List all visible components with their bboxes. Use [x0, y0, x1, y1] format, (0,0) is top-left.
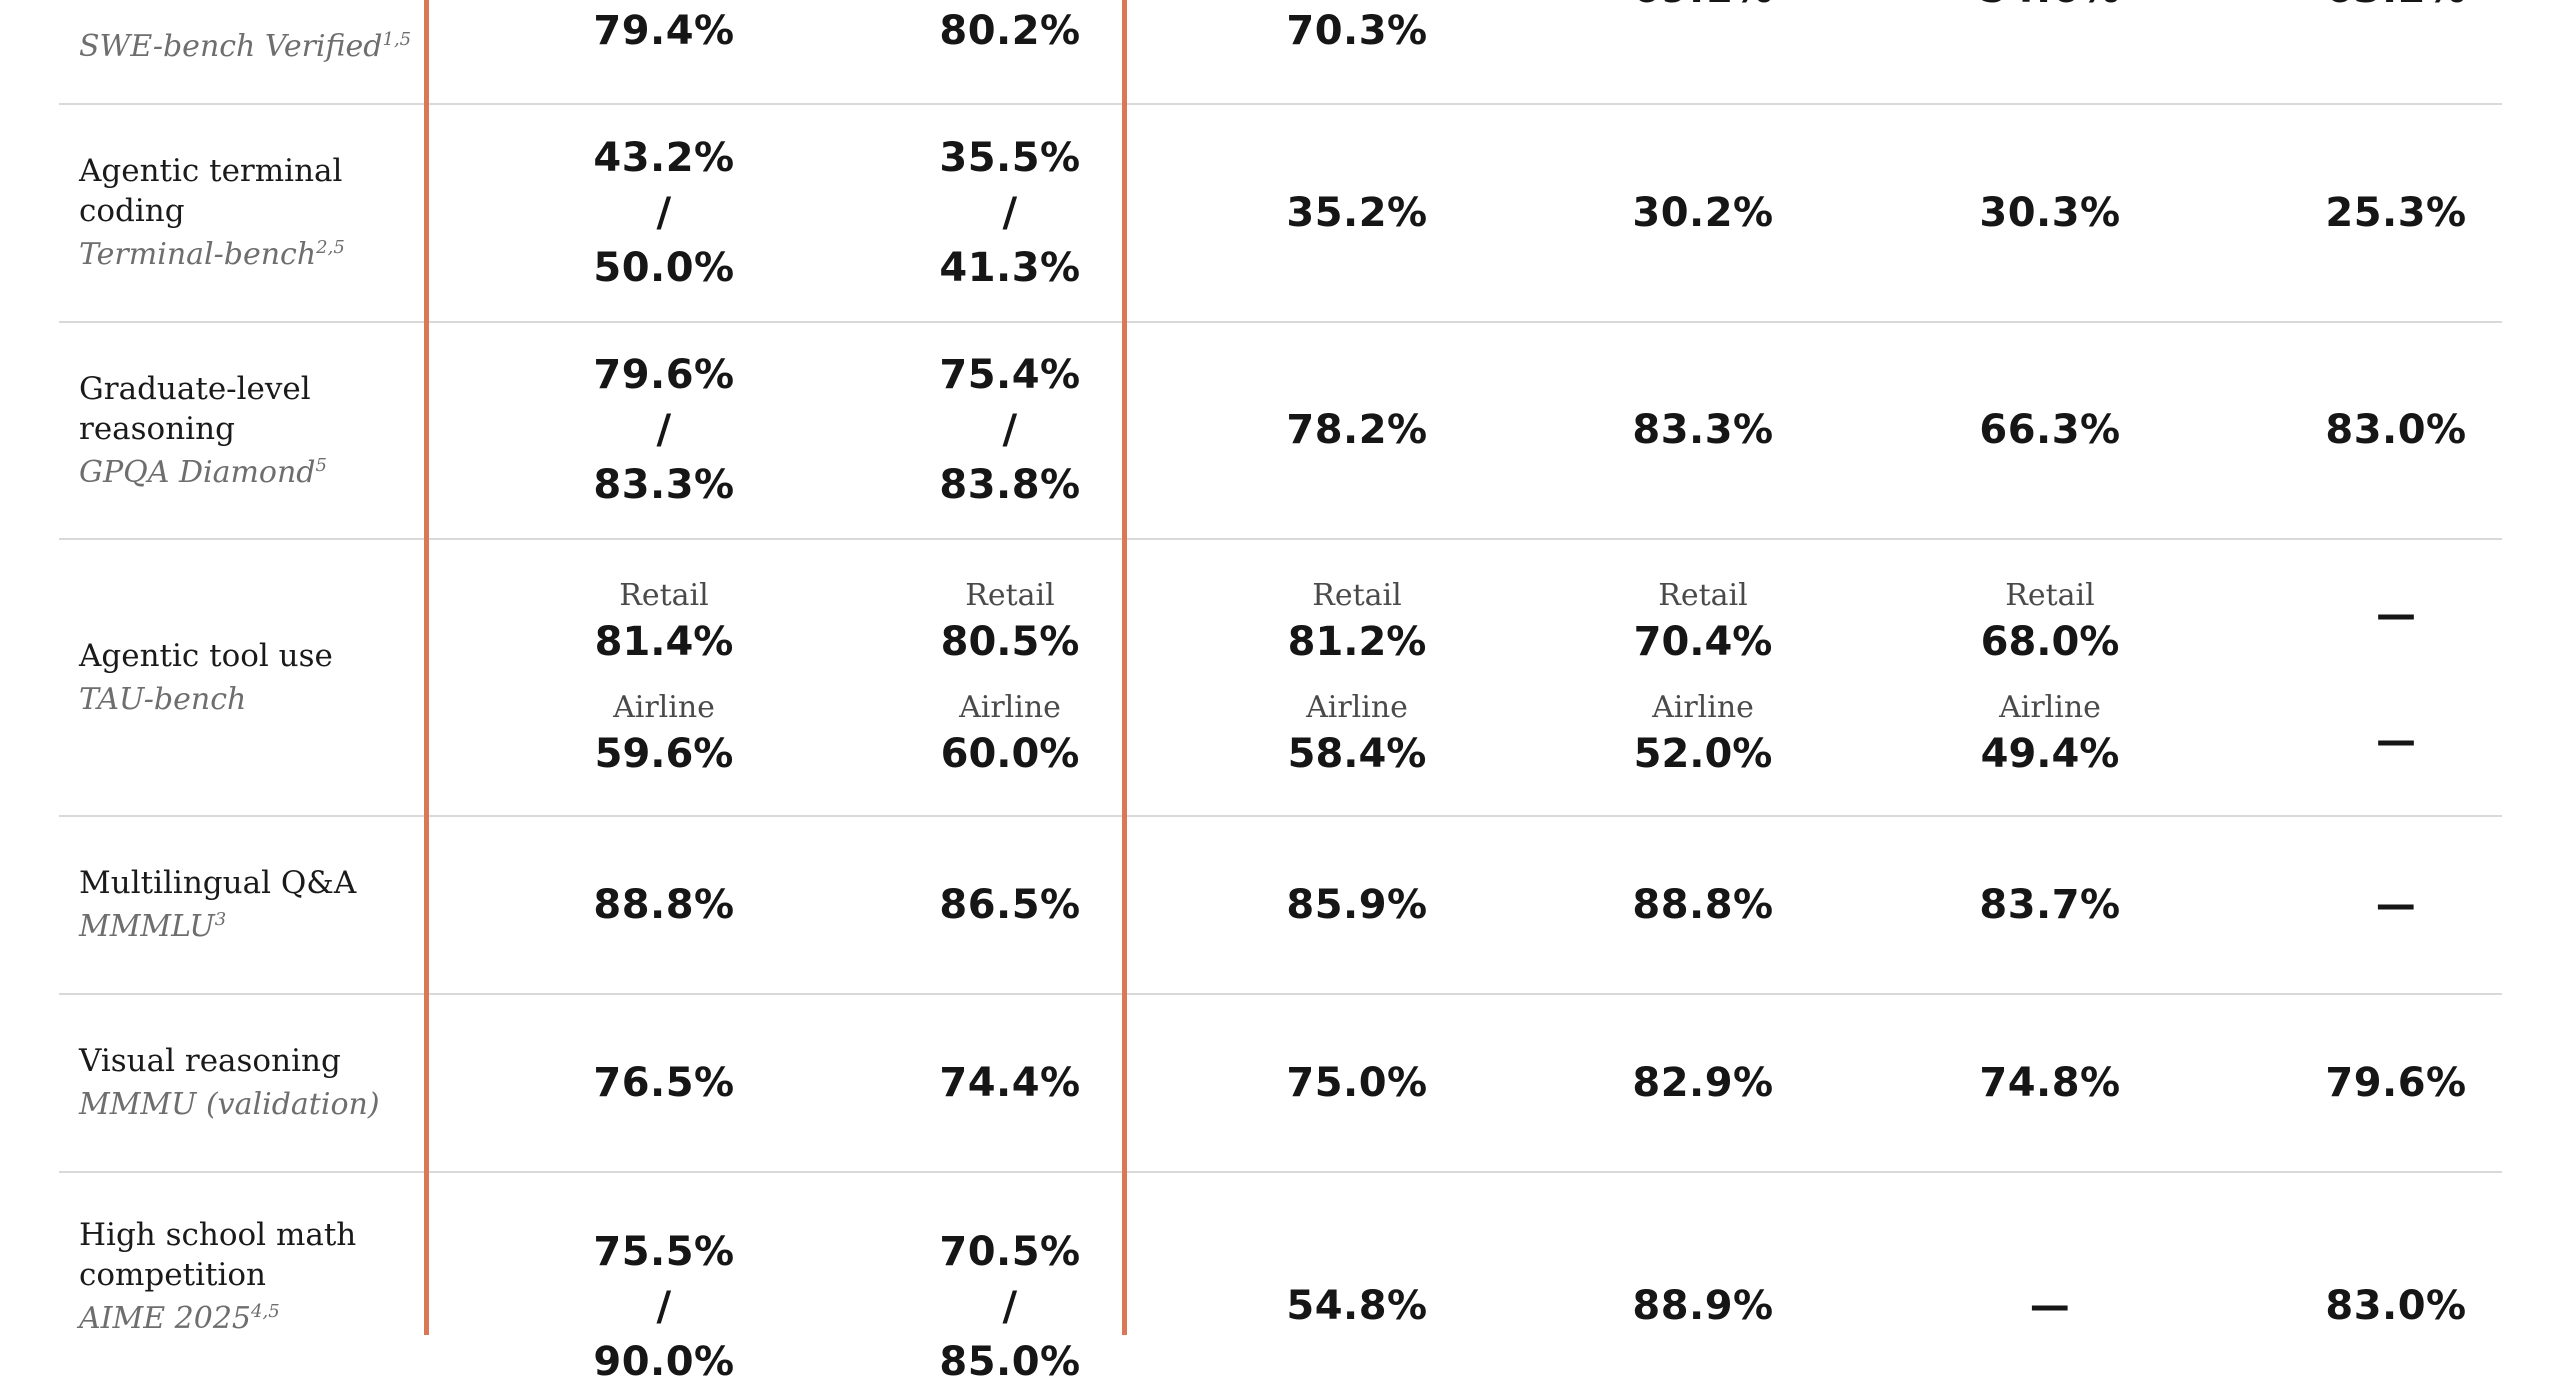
row-label: SWE-bench Verified1,5: [59, 0, 424, 103]
score-cell: 86.5%: [939, 881, 1081, 928]
score-cell: 69.1%: [1530, 0, 1876, 103]
score-cell: 80.2%: [939, 8, 1081, 54]
score-cell: 35.5% / 41.3%: [939, 134, 1081, 291]
score-cell: 74.4%: [939, 1059, 1081, 1106]
benchmark-category: Agentic terminal coding: [79, 153, 343, 229]
table-row: SWE-bench Verified1,5 79.4% 80.2% 70.3% …: [59, 0, 2502, 105]
table-row: Agentic terminal coding Terminal-bench2,…: [59, 105, 2502, 323]
score-cell: Retail 80.5% Airline 60.0%: [940, 577, 1080, 777]
score-cell: 30.3%: [1979, 189, 2121, 236]
row-label: Visual reasoning MMMU (validation): [59, 995, 424, 1171]
score-cell: 66.3%: [1979, 407, 2121, 453]
score-cell: 88.8%: [1632, 881, 1774, 928]
score-cell: 79.6% / 83.3%: [593, 352, 735, 508]
benchmark-category: High school math competition: [79, 1217, 357, 1293]
score-cell: 75.4% / 83.8%: [939, 352, 1081, 508]
score-cell: 88.9%: [1632, 1283, 1774, 1329]
row-label: Multilingual Q&A MMMLU3: [59, 817, 424, 993]
row-label: High school math competition AIME 20254,…: [59, 1173, 424, 1383]
score-cell: Retail 68.0% Airline 49.4%: [1980, 577, 2120, 777]
score-cell: 30.2%: [1632, 189, 1774, 236]
row-label: Agentic terminal coding Terminal-bench2,…: [59, 105, 424, 321]
score-cell: 70.5% / 85.0%: [939, 1229, 1081, 1385]
benchmark-category: Visual reasoning: [79, 1043, 341, 1079]
score-cell: 88.8%: [593, 881, 735, 928]
column-divider-left: [424, 0, 429, 1335]
score-cell: 83.0%: [2325, 1283, 2467, 1329]
score-cell: 75.0%: [1286, 1059, 1428, 1106]
score-cell: 76.5%: [593, 1059, 735, 1106]
score-cell: 79.4%: [593, 8, 735, 54]
table-row: Agentic tool use TAU-bench Retail 81.4% …: [59, 540, 2502, 817]
benchmark-name: SWE-bench Verified1,5: [79, 29, 412, 64]
table-row: Visual reasoning MMMU (validation) 76.5%…: [59, 995, 2502, 1173]
benchmark-name: AIME 20254,5: [79, 1301, 280, 1336]
score-cell: —: [2029, 1283, 2071, 1329]
benchmark-name: GPQA Diamond5: [79, 454, 327, 490]
benchmark-name: MMMU (validation): [79, 1087, 380, 1122]
score-cell: 25.3%: [2325, 189, 2467, 236]
score-cell: 75.5% / 90.0%: [593, 1229, 735, 1385]
score-cell: 83.3%: [1632, 407, 1774, 453]
score-cell: 74.8%: [1979, 1059, 2121, 1106]
table-row: Multilingual Q&A MMMLU3 88.8% 86.5% 85.9…: [59, 817, 2502, 995]
score-cell: 85.9%: [1286, 881, 1428, 928]
score-cell: 63.2%: [2223, 0, 2560, 103]
benchmark-category: Agentic tool use: [79, 637, 333, 674]
score-cell: 35.2%: [1286, 189, 1428, 236]
score-cell: Retail 70.4% Airline 52.0%: [1633, 577, 1773, 777]
score-cell: —: [2375, 881, 2417, 928]
benchmark-name: TAU-bench: [79, 681, 247, 717]
score-cell: 82.9%: [1632, 1059, 1774, 1106]
benchmark-category: Graduate-level reasoning: [79, 370, 311, 447]
table-row: High school math competition AIME 20254,…: [59, 1173, 2502, 1385]
score-cell: 70.3%: [1286, 8, 1428, 54]
score-cell: 54.8%: [1286, 1283, 1428, 1329]
score-cell: — —: [2376, 591, 2416, 764]
row-label: Agentic tool use TAU-bench: [59, 540, 424, 815]
score-cell: 83.0%: [2325, 407, 2467, 453]
score-cell: 79.6%: [2325, 1059, 2467, 1106]
column-divider-right: [1122, 0, 1127, 1335]
benchmark-name: Terminal-bench2,5: [79, 237, 345, 272]
benchmark-name: MMMLU3: [79, 909, 227, 944]
score-cell: 83.7%: [1979, 881, 2121, 928]
score-cell: 54.6%: [1877, 0, 2223, 103]
table-row: Graduate-level reasoning GPQA Diamond5 7…: [59, 323, 2502, 540]
score-cell: 78.2%: [1286, 407, 1428, 453]
score-cell: 43.2% / 50.0%: [593, 134, 735, 291]
row-label: Graduate-level reasoning GPQA Diamond5: [59, 323, 424, 538]
score-cell: Retail 81.4% Airline 59.6%: [594, 577, 734, 777]
benchmark-category: Multilingual Q&A: [79, 865, 357, 901]
score-cell: Retail 81.2% Airline 58.4%: [1287, 577, 1427, 777]
